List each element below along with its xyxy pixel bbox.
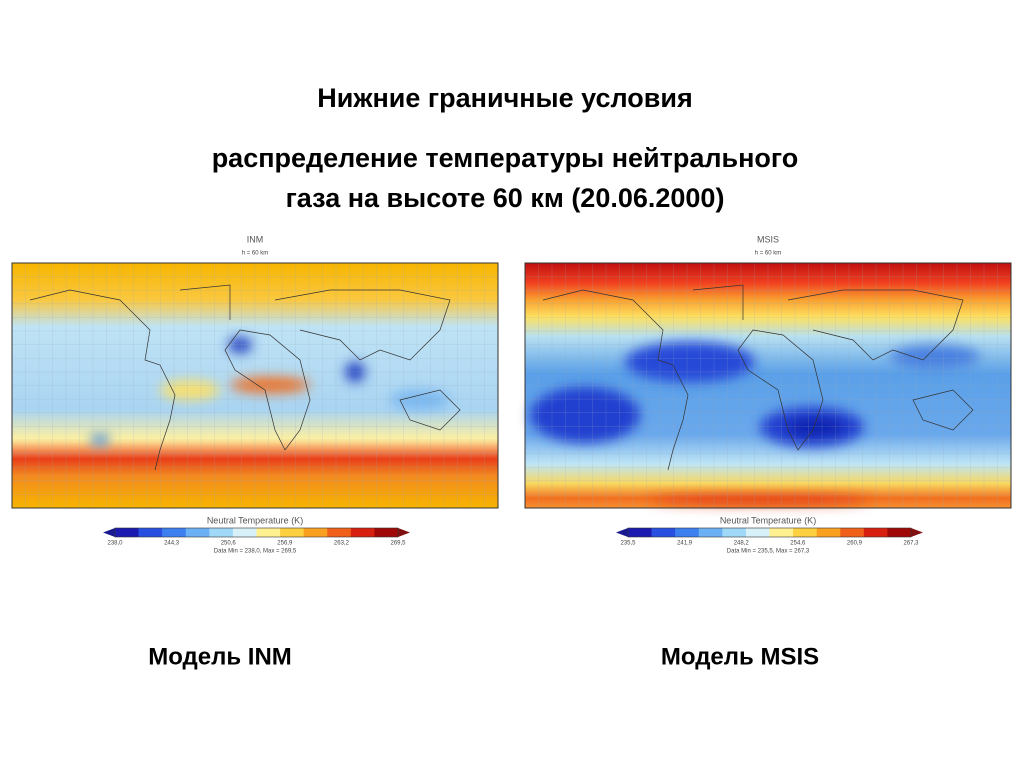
- data-range: Data Min = 235,5, Max = 267,3: [727, 549, 810, 555]
- colorbar-arrow: [103, 528, 115, 537]
- colorbar-segment: [280, 528, 304, 537]
- colorbar-label: 267,3: [903, 541, 919, 547]
- map-blobs: [530, 342, 980, 504]
- colorbar-label: 235,5: [620, 541, 636, 547]
- colorbar-label: 238,0: [107, 541, 123, 547]
- colorbar-arrow: [616, 528, 628, 537]
- coastline: [274, 289, 451, 361]
- coastline: [179, 284, 231, 320]
- colorbar-title: Neutral Temperature (K): [207, 515, 303, 525]
- map-subtitle: h = 60 km: [755, 251, 782, 257]
- colorbar-frame: [114, 527, 399, 538]
- colorbar-segment: [840, 528, 865, 537]
- subtitle: газа на высоте 60 км (20.06.2000): [286, 183, 725, 213]
- colorbar-label: 256,9: [277, 541, 293, 547]
- colorbar-segment: [628, 528, 652, 537]
- title: Нижние граничные условия: [317, 83, 692, 113]
- caption: Модель MSIS: [661, 643, 819, 670]
- panel: MSIS h = 60 km Neutral Temperature (K) 235,…: [524, 234, 1012, 670]
- temperature-region: [650, 496, 870, 504]
- colorbar-arrow: [398, 528, 410, 537]
- colorbar-label: 250,6: [221, 541, 237, 547]
- coastline: [692, 284, 744, 320]
- coastline: [224, 329, 311, 451]
- subtitle: распределение температуры нейтрального: [212, 143, 799, 173]
- colorbar-segment: [793, 528, 817, 537]
- colorbar: Neutral Temperature (K) 235,5 241,9 248,2 25…: [616, 515, 923, 555]
- colorbar-label: 241,9: [677, 541, 693, 547]
- map-frame: [11, 262, 499, 509]
- colorbar-frame: [627, 527, 912, 538]
- colorbar-title: Neutral Temperature (K): [720, 515, 816, 525]
- colorbar-segment: [863, 528, 888, 537]
- temperature-region: [90, 434, 110, 446]
- temperature-region: [390, 390, 450, 410]
- map-subtitle: h = 60 km: [242, 251, 269, 257]
- colorbar-segment: [675, 528, 700, 537]
- colorbar-segment: [115, 528, 139, 537]
- temperature-region: [890, 345, 980, 369]
- coastline: [787, 289, 964, 361]
- map-frame: [524, 262, 1012, 509]
- map-title: MSIS: [757, 234, 779, 244]
- colorbar-segment: [185, 528, 210, 537]
- colorbar-label: 260,9: [847, 541, 863, 547]
- colorbar-segment: [256, 528, 281, 537]
- map-blobs: [90, 337, 450, 446]
- colorbar-segment: [722, 528, 747, 537]
- colorbar-arrow: [911, 528, 923, 537]
- colorbar-segment: [209, 528, 234, 537]
- colorbar: Neutral Temperature (K) 238,0 244,3 250,6 25…: [103, 515, 410, 555]
- colorbar-segment: [303, 528, 328, 537]
- temperature-region: [345, 362, 365, 382]
- temperature-region: [230, 377, 310, 393]
- colorbar-label: 269,5: [390, 541, 406, 547]
- coastline: [29, 289, 176, 471]
- coastline: [737, 329, 824, 451]
- colorbar-label: 244,3: [164, 541, 180, 547]
- colorbar-label: 248,2: [734, 541, 750, 547]
- colorbar-segment: [327, 528, 352, 537]
- colorbar-segment: [816, 528, 841, 537]
- colorbar-segment: [698, 528, 723, 537]
- colorbar-segment: [232, 528, 257, 537]
- colorbar-segment: [374, 528, 399, 537]
- colorbar-segment: [162, 528, 187, 537]
- colorbar-segment: [138, 528, 163, 537]
- coastline: [399, 389, 461, 431]
- map: [524, 262, 1012, 509]
- caption: Модель INM: [148, 643, 292, 670]
- panel: INM h = 60 km Neutral Temperature (K) 238,0…: [11, 234, 499, 670]
- map: [11, 262, 499, 509]
- coastline: [912, 389, 974, 431]
- map-title: INM: [247, 234, 264, 244]
- colorbar-segment: [651, 528, 676, 537]
- colorbar-label: 254,6: [790, 541, 806, 547]
- data-range: Data Min = 238,0, Max = 269,5: [214, 549, 297, 555]
- colorbar-segment: [350, 528, 375, 537]
- colorbar-segment: [769, 528, 794, 537]
- map-field: [525, 263, 1011, 508]
- temperature-region: [625, 342, 755, 382]
- coastline: [542, 289, 689, 471]
- colorbar-label: 263,2: [334, 541, 350, 547]
- temperature-region: [530, 387, 640, 443]
- temperature-region: [228, 337, 252, 353]
- colorbar-segment: [745, 528, 770, 537]
- temperature-region: [785, 417, 845, 437]
- colorbar-segment: [887, 528, 912, 537]
